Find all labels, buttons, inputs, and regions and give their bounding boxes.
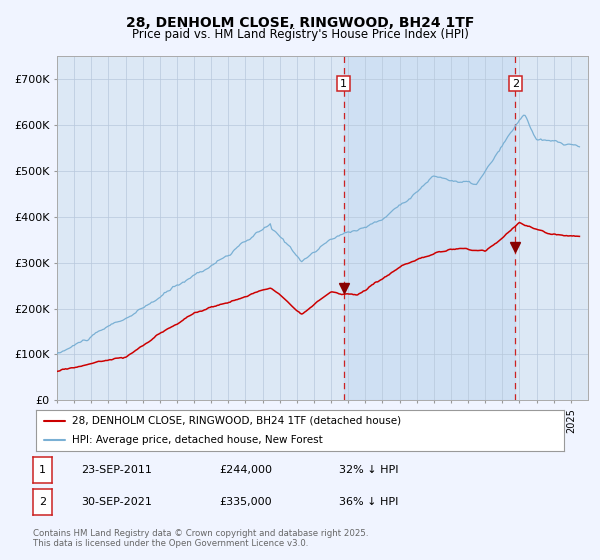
Text: 36% ↓ HPI: 36% ↓ HPI [339, 497, 398, 507]
Text: 32% ↓ HPI: 32% ↓ HPI [339, 465, 398, 475]
Text: 28, DENHOLM CLOSE, RINGWOOD, BH24 1TF: 28, DENHOLM CLOSE, RINGWOOD, BH24 1TF [126, 16, 474, 30]
Text: 28, DENHOLM CLOSE, RINGWOOD, BH24 1TF (detached house): 28, DENHOLM CLOSE, RINGWOOD, BH24 1TF (d… [72, 416, 401, 426]
Text: 30-SEP-2021: 30-SEP-2021 [81, 497, 152, 507]
Text: Contains HM Land Registry data © Crown copyright and database right 2025.
This d: Contains HM Land Registry data © Crown c… [33, 529, 368, 548]
Text: 2: 2 [512, 78, 519, 88]
Bar [344, 56, 515, 400]
Text: HPI: Average price, detached house, New Forest: HPI: Average price, detached house, New … [72, 435, 323, 445]
Text: £335,000: £335,000 [219, 497, 272, 507]
Text: 1: 1 [340, 78, 347, 88]
Text: 1: 1 [39, 465, 46, 475]
Text: 2: 2 [39, 497, 46, 507]
Text: Price paid vs. HM Land Registry's House Price Index (HPI): Price paid vs. HM Land Registry's House … [131, 28, 469, 41]
Text: £244,000: £244,000 [219, 465, 272, 475]
Text: 23-SEP-2011: 23-SEP-2011 [81, 465, 152, 475]
